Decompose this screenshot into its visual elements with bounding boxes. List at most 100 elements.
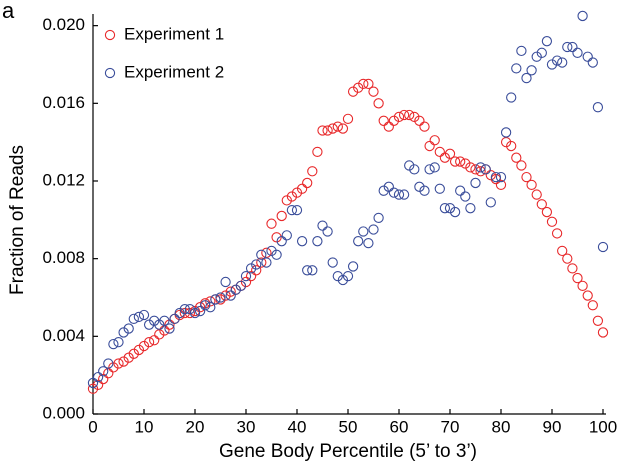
point: [276, 236, 287, 247]
x-tick-label: 60: [390, 417, 409, 436]
legend-marker: [104, 67, 116, 79]
point: [235, 280, 247, 291]
legend-label: Experiment 1: [124, 24, 224, 43]
point: [225, 286, 236, 297]
point: [123, 323, 134, 334]
point: [506, 140, 517, 152]
point: [388, 187, 400, 198]
point: [317, 125, 328, 136]
point: [143, 337, 155, 348]
point: [266, 245, 277, 257]
point: [562, 253, 573, 264]
point: [419, 185, 430, 196]
point: [154, 319, 165, 330]
point: [358, 226, 369, 237]
y-tick-label: 0.012: [42, 170, 85, 189]
point: [149, 315, 160, 326]
point: [164, 319, 175, 330]
point: [592, 102, 604, 113]
point: [291, 204, 303, 216]
point: [251, 259, 262, 270]
point: [378, 115, 389, 126]
point: [143, 319, 155, 330]
point: [363, 78, 374, 90]
point: [317, 220, 328, 231]
point: [546, 59, 558, 70]
point: [368, 224, 379, 235]
point: [296, 236, 308, 247]
point: [587, 57, 598, 68]
point: [286, 191, 298, 202]
point: [541, 36, 553, 47]
point: [225, 290, 236, 301]
point: [551, 55, 563, 66]
x-tick-label: 90: [543, 417, 562, 436]
point: [220, 276, 231, 288]
point: [215, 292, 226, 303]
point: [123, 352, 134, 363]
point: [194, 305, 206, 317]
point: [383, 121, 394, 132]
point: [500, 127, 512, 138]
point: [312, 146, 323, 158]
point: [271, 249, 282, 260]
point: [98, 373, 109, 385]
point: [164, 323, 175, 334]
point: [103, 358, 114, 369]
point: [342, 270, 354, 282]
point: [358, 78, 369, 90]
point: [470, 177, 481, 189]
point: [398, 189, 410, 200]
point: [353, 236, 364, 247]
point: [444, 148, 456, 159]
point: [261, 257, 272, 268]
point: [322, 125, 333, 136]
point: [179, 307, 190, 319]
point: [546, 216, 558, 227]
point: [347, 86, 359, 97]
point: [133, 344, 145, 356]
point: [521, 171, 532, 183]
point: [337, 274, 349, 286]
point: [475, 162, 486, 173]
point: [240, 270, 252, 282]
point: [470, 164, 481, 175]
point: [189, 307, 201, 319]
point: [347, 261, 359, 272]
point: [159, 315, 170, 326]
point: [393, 111, 405, 123]
point: [516, 160, 527, 171]
point: [296, 183, 308, 194]
point: [557, 57, 568, 68]
point: [409, 164, 420, 175]
point: [465, 203, 476, 214]
point: [449, 206, 461, 218]
point: [322, 226, 333, 237]
point: [551, 228, 563, 239]
point: [281, 195, 292, 206]
point: [460, 158, 471, 169]
point: [307, 166, 318, 177]
point: [495, 179, 507, 191]
point: [404, 109, 415, 121]
point: [118, 356, 129, 367]
point: [557, 245, 568, 257]
point: [337, 123, 349, 134]
x-tick-label: 50: [339, 417, 358, 436]
y-tick-label: 0.016: [42, 93, 85, 112]
point: [572, 47, 583, 58]
y-tick-label: 0.008: [42, 248, 85, 267]
point: [409, 111, 420, 123]
point: [307, 265, 318, 276]
point: [531, 51, 542, 62]
x-tick-label: 10: [135, 417, 154, 436]
point: [383, 181, 394, 192]
point: [245, 270, 257, 282]
point: [184, 303, 196, 315]
point: [266, 218, 277, 229]
point: [587, 300, 598, 311]
point: [485, 197, 496, 208]
point: [302, 265, 313, 276]
point: [174, 307, 185, 319]
point: [516, 45, 527, 57]
